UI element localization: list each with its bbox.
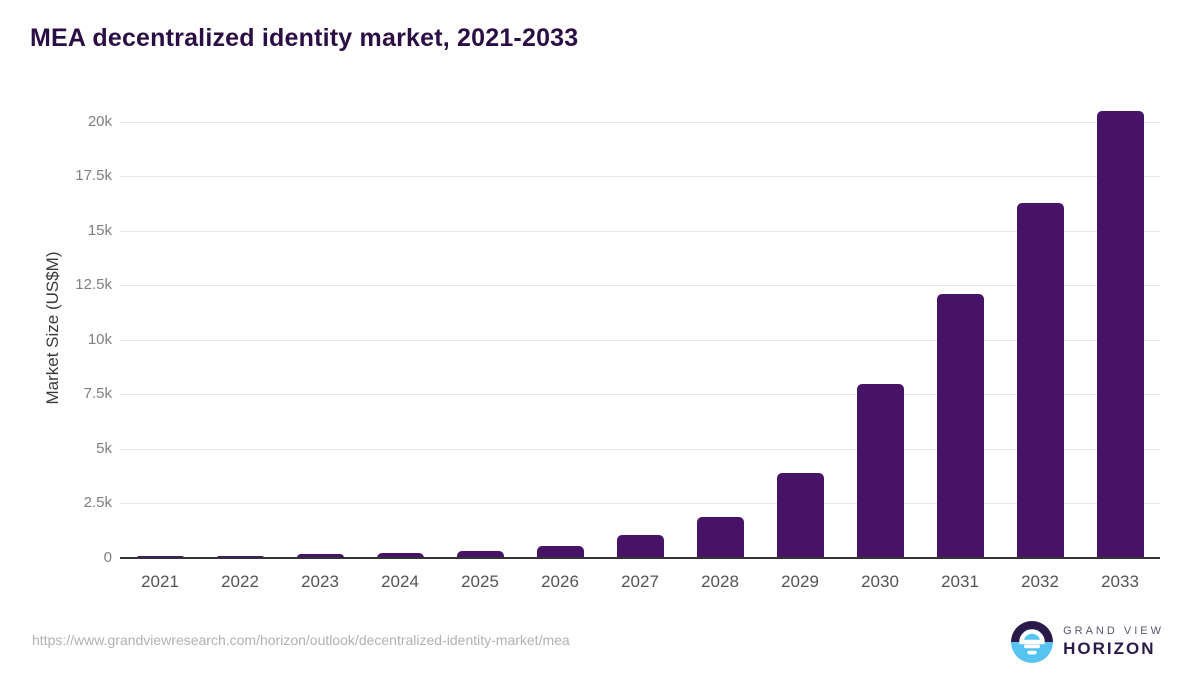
- brand-name-top: GRAND VIEW: [1063, 625, 1164, 637]
- x-tick-label: 2021: [141, 572, 179, 591]
- bar-2031: [936, 294, 984, 558]
- y-tick-label: 20k: [87, 112, 112, 130]
- gridline: [120, 121, 1160, 123]
- x-tick-label: 2032: [1021, 572, 1059, 591]
- gridline: [120, 230, 1160, 232]
- x-axis-line: [120, 557, 1160, 559]
- gridline: [120, 503, 1160, 505]
- x-tick-label: 2025: [461, 572, 499, 591]
- y-tick-label: 2.5k: [83, 494, 112, 512]
- gridline: [120, 339, 1160, 341]
- gridline: [120, 176, 1160, 178]
- gridline: [120, 448, 1160, 450]
- bar-2021: [136, 555, 184, 558]
- brand-name-bottom: HORIZON: [1063, 639, 1156, 658]
- x-tick-label: 2028: [701, 572, 739, 591]
- y-tick-label: 10k: [87, 330, 112, 348]
- bar-2026: [536, 546, 584, 558]
- y-tick-label: 12.5k: [75, 276, 112, 294]
- x-tick-label: 2026: [541, 572, 579, 591]
- bar-2029: [776, 472, 824, 558]
- x-tick-label: 2033: [1101, 572, 1139, 591]
- y-tick-label: 15k: [87, 221, 112, 239]
- x-tick-label: 2024: [381, 572, 419, 591]
- bar-2027: [616, 535, 664, 558]
- bar-2023: [296, 554, 344, 558]
- gridline: [120, 285, 1160, 287]
- grand-view-horizon-logo-icon: [1010, 620, 1054, 664]
- brand-logo-text: GRAND VIEW HORIZON: [1063, 625, 1164, 659]
- brand-logo: GRAND VIEW HORIZON: [1010, 620, 1164, 664]
- y-tick-label: 17.5k: [75, 167, 112, 185]
- bar-2030: [856, 383, 904, 558]
- y-tick-label: 0: [103, 549, 112, 566]
- x-tick-label: 2030: [861, 572, 899, 591]
- y-tick-label: 7.5k: [83, 385, 112, 403]
- bar-2022: [216, 555, 264, 558]
- bar-2032: [1016, 202, 1064, 558]
- chart-title: MEA decentralized identity market, 2021-…: [30, 24, 579, 52]
- bar-2024: [376, 553, 424, 558]
- plot-area: [120, 98, 1160, 559]
- source-url: https://www.grandviewresearch.com/horizo…: [32, 632, 570, 648]
- x-tick-label: 2027: [621, 572, 659, 591]
- x-tick-label: 2029: [781, 572, 819, 591]
- bar-2025: [456, 550, 504, 558]
- bar-2028: [696, 516, 744, 558]
- x-tick-label: 2022: [221, 572, 259, 591]
- y-tick-label: 5k: [96, 439, 112, 457]
- bar-2033: [1096, 111, 1144, 558]
- gridline: [120, 394, 1160, 396]
- x-tick-label: 2031: [941, 572, 979, 591]
- x-tick-label: 2023: [301, 572, 339, 591]
